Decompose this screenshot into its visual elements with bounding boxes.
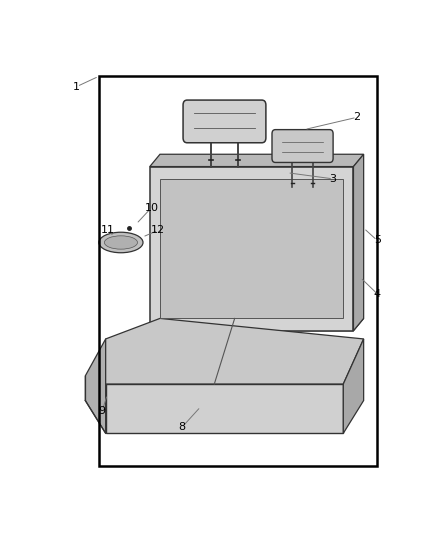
- Text: 3: 3: [330, 174, 336, 184]
- Polygon shape: [187, 105, 262, 138]
- Polygon shape: [160, 179, 343, 318]
- FancyBboxPatch shape: [183, 100, 266, 143]
- Ellipse shape: [104, 236, 138, 249]
- Polygon shape: [150, 154, 364, 166]
- Text: 11: 11: [100, 225, 114, 235]
- Text: 12: 12: [151, 225, 165, 235]
- Polygon shape: [85, 339, 106, 433]
- Polygon shape: [343, 339, 364, 433]
- Polygon shape: [106, 384, 343, 433]
- Text: 4: 4: [374, 289, 381, 299]
- Polygon shape: [106, 318, 364, 384]
- Text: 2: 2: [353, 112, 360, 122]
- Polygon shape: [150, 166, 353, 330]
- Text: 5: 5: [374, 236, 381, 245]
- FancyBboxPatch shape: [272, 130, 333, 163]
- Text: 9: 9: [99, 406, 106, 416]
- Text: 10: 10: [145, 203, 159, 213]
- Bar: [99, 76, 377, 466]
- Ellipse shape: [99, 232, 143, 253]
- Text: 8: 8: [178, 422, 186, 432]
- Polygon shape: [353, 154, 364, 330]
- Polygon shape: [150, 318, 364, 330]
- Text: 1: 1: [73, 82, 80, 92]
